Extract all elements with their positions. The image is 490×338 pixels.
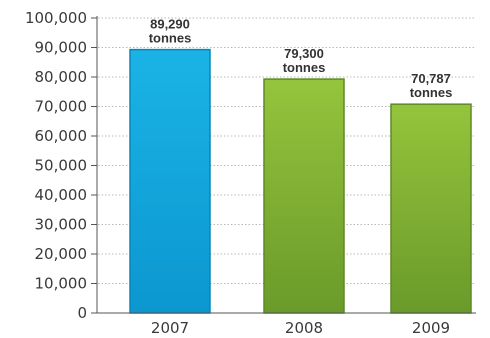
y-tick-label: 40,000 bbox=[35, 186, 88, 204]
y-tick-label: 30,000 bbox=[35, 216, 88, 234]
y-tick-label: 60,000 bbox=[35, 127, 88, 145]
bar-2008 bbox=[263, 78, 345, 314]
y-tick-label: 100,000 bbox=[25, 9, 87, 27]
y-tick-label: 70,000 bbox=[35, 98, 88, 116]
data-label-unit: tonnes bbox=[149, 31, 192, 46]
y-tick-label: 20,000 bbox=[35, 245, 88, 263]
y-tick-label: 90,000 bbox=[35, 39, 88, 57]
bar-2007 bbox=[129, 48, 211, 314]
y-tick-label: 80,000 bbox=[35, 68, 88, 86]
data-label-unit: tonnes bbox=[410, 85, 453, 100]
axes bbox=[91, 16, 476, 314]
y-tick-label: 50,000 bbox=[35, 157, 88, 175]
y-tick-label: 0 bbox=[77, 304, 87, 322]
data-label-value: 79,300 bbox=[284, 46, 324, 61]
x-tick-label: 2009 bbox=[412, 319, 450, 337]
labels: 0 10,000 20,000 30,000 40,000 50,000 60,000 70,… bbox=[25, 9, 452, 337]
bar-2009 bbox=[390, 103, 472, 314]
data-label-unit: tonnes bbox=[283, 60, 326, 75]
x-tick-label: 2008 bbox=[285, 319, 323, 337]
data-label-value: 70,787 bbox=[411, 71, 451, 86]
data-label-value: 89,290 bbox=[150, 17, 190, 32]
y-tick-label: 10,000 bbox=[35, 275, 88, 293]
x-tick-label: 2007 bbox=[151, 319, 189, 337]
